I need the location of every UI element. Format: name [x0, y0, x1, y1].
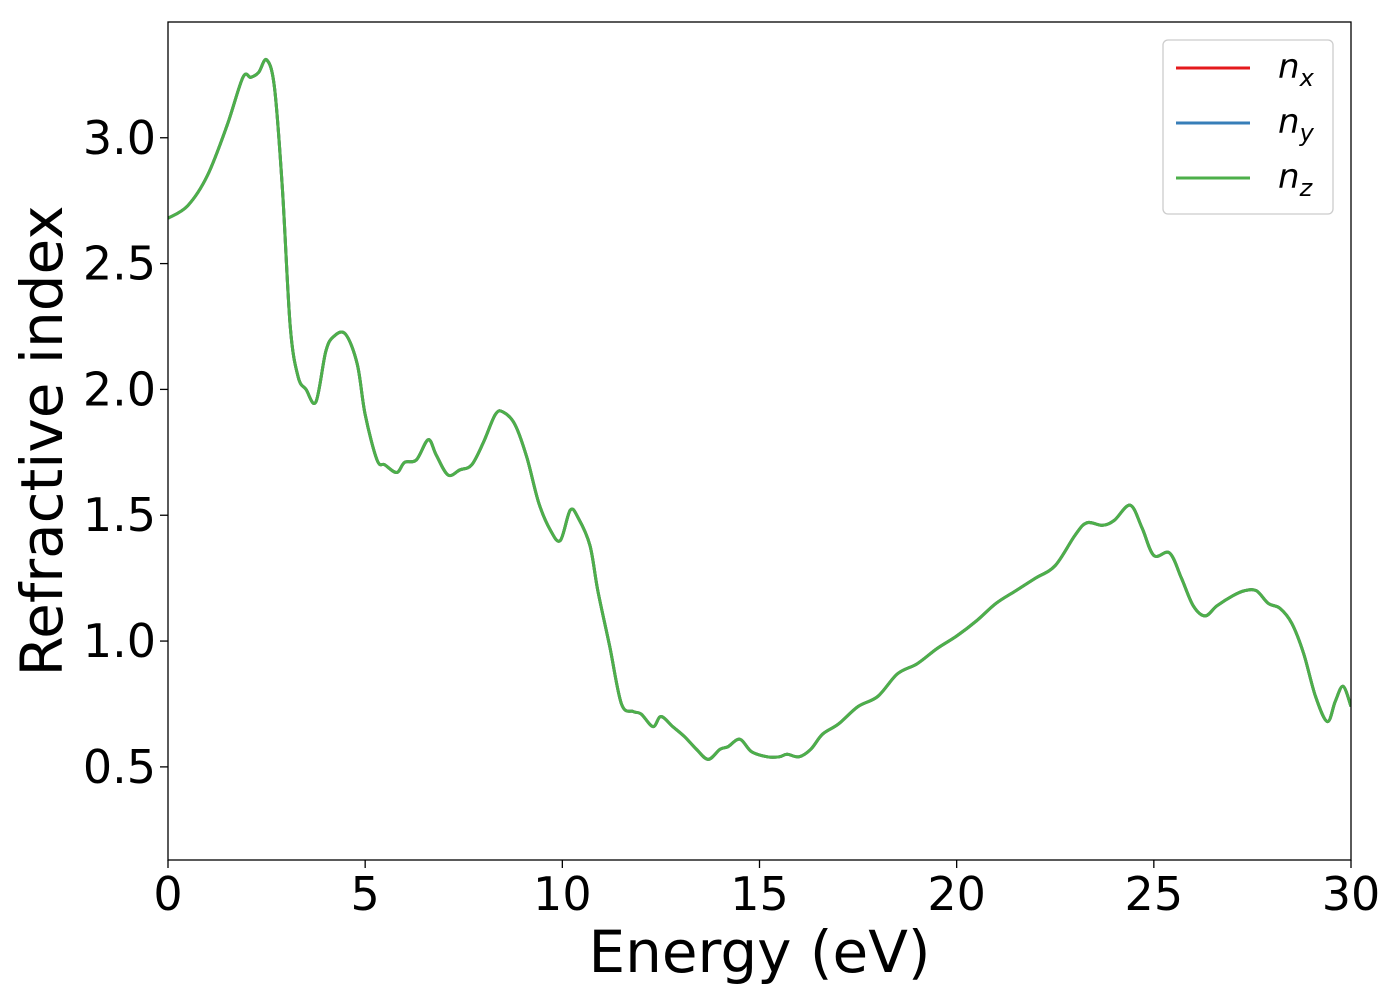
y-tick-label: 3.0 — [83, 111, 156, 165]
x-tick-label: 10 — [533, 867, 592, 921]
x-tick-label: 15 — [730, 867, 789, 921]
y-tick-label: 2.5 — [83, 237, 156, 291]
series-line-nz — [168, 57, 1351, 761]
x-tick-label: 30 — [1322, 867, 1381, 921]
x-tick-label: 20 — [927, 867, 986, 921]
y-tick-label: 2.0 — [83, 362, 156, 416]
legend-label-subscript: z — [1299, 174, 1314, 202]
x-tick-label: 5 — [351, 867, 380, 921]
y-axis-ticks: 0.5 1.0 1.5 2.0 2.5 3.0 — [83, 111, 168, 794]
legend-label-base: n — [1278, 157, 1300, 197]
legend-label: nx — [1278, 47, 1315, 92]
y-axis-title: Refractive index — [8, 205, 76, 676]
legend-label-subscript: y — [1299, 119, 1315, 147]
x-axis-ticks: 0 5 10 15 20 25 30 — [153, 860, 1380, 921]
x-axis-title: Energy (eV) — [588, 918, 930, 986]
legend-label-base: n — [1278, 102, 1300, 142]
x-tick-label: 25 — [1125, 867, 1184, 921]
legend-label-base: n — [1278, 47, 1300, 87]
legend-label-subscript: x — [1299, 64, 1315, 92]
y-tick-label: 1.0 — [83, 614, 156, 668]
legend-label: nz — [1278, 157, 1314, 202]
legend-label: ny — [1278, 102, 1315, 147]
series-layer — [168, 57, 1351, 761]
y-tick-label: 1.5 — [83, 488, 156, 542]
legend-box — [1162, 39, 1334, 215]
y-tick-label: 0.5 — [83, 740, 156, 794]
x-tick-label: 0 — [153, 867, 182, 921]
